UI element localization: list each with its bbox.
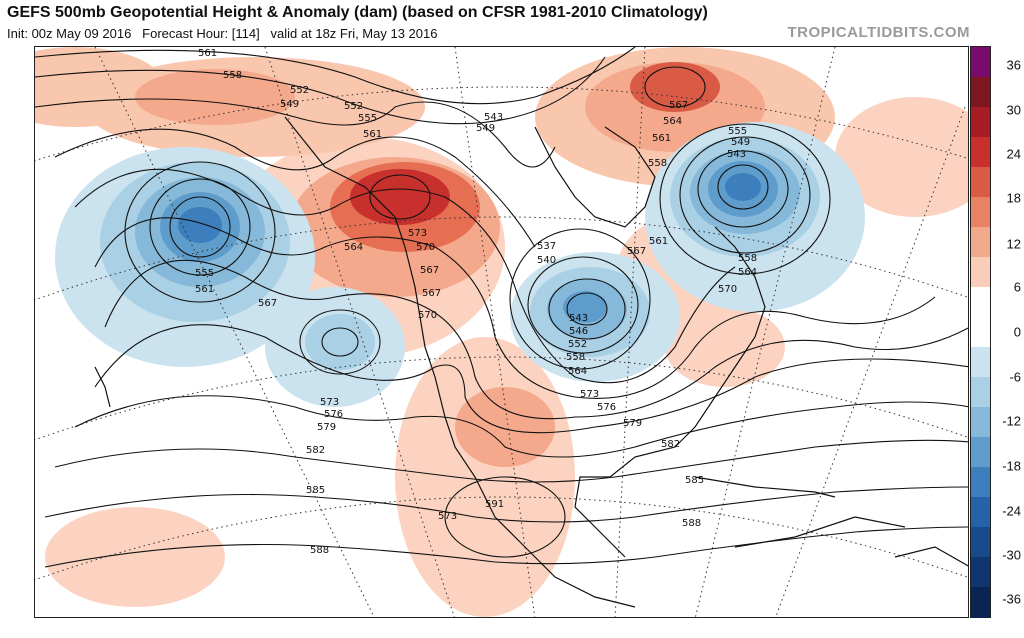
map-canvas: 561 558 552 549 552 555 561 543 549 567 … [35,47,968,617]
colorbar-segment [971,407,990,438]
contour-label: 564 [663,116,682,127]
valid-time: valid at 18z Fri, May 13 2016 [270,26,438,41]
colorbar-label: 6 [1013,279,1021,295]
contour-label: 579 [623,418,642,429]
contour-label: 585 [306,485,325,496]
contour-label: 564 [568,366,587,377]
contour-label: 567 [420,265,439,276]
contour-label: 540 [537,255,556,266]
colorbar-segment [971,347,990,378]
colorbar-label: 30 [1006,102,1021,118]
contour-label: 582 [661,439,680,450]
colorbar-segment [971,317,990,348]
contour-label: 576 [324,409,343,420]
colorbar-segment [971,527,990,558]
contour-label: 561 [363,129,382,140]
contour-label: 573 [408,228,427,239]
anomaly-colorbar [970,46,991,618]
colorbar-segment [971,107,990,138]
colorbar-label: 12 [1006,236,1021,252]
colorbar-label: -30 [1002,547,1021,563]
graticule [35,47,968,617]
colorbar-label: 36 [1006,57,1021,73]
contour-label: 567 [627,246,646,257]
colorbar-label: -6 [1009,369,1021,385]
contour-label: 549 [731,137,750,148]
colorbar-label: 0 [1013,324,1021,340]
coastlines [94,116,968,608]
colorbar-label: 24 [1006,146,1021,162]
colorbar-label: 18 [1006,190,1021,206]
contour-label: 585 [685,475,704,486]
contour-label: 546 [569,326,588,337]
contour-label: 573 [320,397,339,408]
colorbar-segment [971,557,990,588]
contour-label: 564 [738,267,757,278]
contour-label: 543 [484,112,503,123]
contour-label: 582 [306,445,325,456]
contour-label: 567 [669,100,688,111]
contour-label: 558 [738,253,757,264]
map-subtitle: Init: 00z May 09 2016 Forecast Hour: [11… [7,26,437,41]
contour-label: 564 [344,242,363,253]
brand-logo: TROPICALTIDBITS.COM [787,24,970,41]
contour-label: 552 [290,85,309,96]
colorbar-segment [971,437,990,468]
contour-label: 579 [317,422,336,433]
colorbar-segment [971,587,990,618]
contour-label: 561 [649,236,668,247]
init-time: Init: 00z May 09 2016 [7,26,132,41]
contour-label: 588 [682,518,701,529]
contour-label: 549 [280,99,299,110]
map-title: GEFS 500mb Geopotential Height & Anomaly… [7,4,708,21]
colorbar-label: -12 [1002,413,1021,429]
contour-label: 537 [537,241,556,252]
colorbar-segment [971,137,990,168]
contour-label: 570 [718,284,737,295]
contour-label: 549 [476,123,495,134]
map-panel: 561 558 552 549 552 555 561 543 549 567 … [34,46,969,618]
colorbar-label: -36 [1002,591,1021,607]
contour-label: 576 [597,402,616,413]
colorbar-labels: 36 30 24 18 12 6 0 -6 -12 -18 -24 -30 -3… [993,46,1024,618]
contour-label: 555 [728,126,747,137]
contour-label: 552 [344,101,363,112]
contour-label: 555 [195,268,214,279]
negative-anomaly-shading [55,122,865,407]
colorbar-segment [971,77,990,108]
contour-label: 591 [485,499,504,510]
colorbar-segment [971,467,990,498]
colorbar-segment [971,227,990,258]
contour-label: 570 [416,242,435,253]
colorbar-segment [971,377,990,408]
contour-label: 561 [198,48,217,59]
contour-label: 552 [568,339,587,350]
contour-label: 573 [580,389,599,400]
colorbar-segment [971,197,990,228]
colorbar-segment [971,287,990,318]
contour-label: 558 [223,70,242,81]
contour-label: 567 [258,298,277,309]
contour-label: 561 [195,284,214,295]
contour-label: 573 [438,511,457,522]
forecast-hour: Forecast Hour: [114] [142,26,260,41]
contour-label: 558 [648,158,667,169]
contour-label: 570 [418,310,437,321]
contour-label: 558 [566,352,585,363]
colorbar-segment [971,47,990,78]
contour-label: 543 [569,313,588,324]
contour-labels: 561 558 552 549 552 555 561 543 549 567 … [195,48,757,556]
contour-label: 561 [652,133,671,144]
contour-label: 555 [358,113,377,124]
colorbar-label: -24 [1002,503,1021,519]
colorbar-segment [971,257,990,288]
colorbar-segment [971,167,990,198]
contour-label: 567 [422,288,441,299]
contour-label: 588 [310,545,329,556]
colorbar-segment [971,497,990,528]
colorbar-label: -18 [1002,458,1021,474]
contour-label: 543 [727,149,746,160]
height-contours [35,47,968,568]
